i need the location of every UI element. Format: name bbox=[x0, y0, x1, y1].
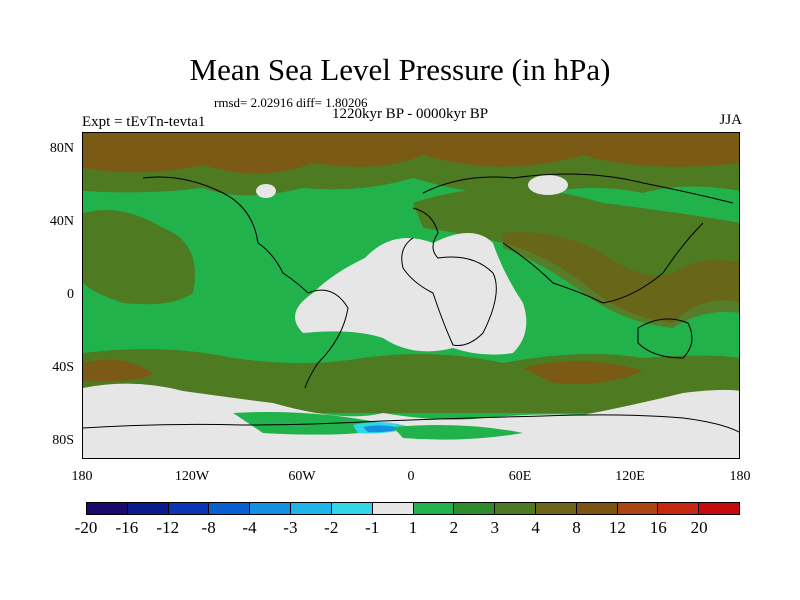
colorbar-label: 16 bbox=[649, 518, 667, 537]
season-label: JJA bbox=[719, 112, 742, 128]
colorbar-swatch bbox=[127, 503, 169, 514]
x-tick-60e: 60E bbox=[508, 469, 532, 484]
colorbar-label: -1 bbox=[365, 518, 380, 537]
pressure-field bbox=[83, 133, 739, 458]
colorbar-swatch bbox=[535, 503, 577, 514]
colorbar-swatch bbox=[87, 503, 128, 514]
colorbar-label: 2 bbox=[449, 518, 459, 537]
asia-brown-patch bbox=[503, 232, 739, 328]
colorbar-swatch bbox=[250, 503, 292, 514]
rmsd-diff-stats: rmsd= 2.02916 diff= 1.80206 bbox=[214, 95, 368, 110]
colorbar-swatch bbox=[291, 503, 332, 514]
colorbar-label: -20 bbox=[74, 518, 98, 537]
dark-blue-anomaly-weddell bbox=[363, 425, 403, 433]
south-america-coast bbox=[304, 289, 349, 389]
grey-patch-canada bbox=[256, 184, 276, 198]
colorbar-label: 20 bbox=[690, 518, 708, 537]
colorbar-swatch bbox=[495, 503, 536, 514]
colorbar-label: -3 bbox=[283, 518, 298, 537]
colorbar-label: 3 bbox=[490, 518, 500, 537]
y-tick-80s: 80S bbox=[52, 433, 74, 448]
y-tick-0: 0 bbox=[67, 287, 74, 302]
colorbar-swatch bbox=[372, 503, 414, 514]
colorbar-label: -2 bbox=[324, 518, 339, 537]
brown-patch-indian-ocean bbox=[523, 361, 643, 385]
x-tick-180e: 180 bbox=[729, 469, 751, 484]
y-tick-40n: 40N bbox=[49, 214, 74, 229]
colorbar-swatch bbox=[617, 503, 659, 514]
x-tick-60w: 60W bbox=[288, 469, 316, 484]
experiment-label: Expt = tEvTn-tevta1 bbox=[82, 114, 206, 130]
colorbar-label: -16 bbox=[115, 518, 139, 537]
map-title: Mean Sea Level Pressure (in hPa) bbox=[189, 52, 611, 87]
colorbar bbox=[86, 502, 740, 515]
colorbar-label: 8 bbox=[572, 518, 581, 537]
asia-south-coast bbox=[502, 222, 704, 304]
colorbar-label: -12 bbox=[156, 518, 180, 537]
colorbar-swatch bbox=[209, 503, 251, 514]
eurasia-north-coast bbox=[422, 173, 734, 204]
colorbar-swatch bbox=[168, 503, 210, 514]
y-tick-80n: 80N bbox=[49, 141, 74, 156]
map-plot bbox=[82, 132, 740, 459]
coastlines bbox=[83, 173, 739, 433]
colorbar-swatch bbox=[331, 503, 373, 514]
arctic-olive-region bbox=[83, 155, 739, 198]
x-tick-0: 0 bbox=[407, 469, 415, 484]
antarctic-near-zero-region bbox=[83, 383, 739, 458]
colorbar-swatch bbox=[454, 503, 496, 514]
antarctica-coast bbox=[83, 414, 739, 433]
x-tick-120e: 120E bbox=[615, 469, 645, 484]
africa-near-zero-region bbox=[295, 233, 527, 355]
brown-patch-south-pacific bbox=[83, 359, 153, 382]
colorbar-swatch bbox=[413, 503, 455, 514]
colorbar-label: -8 bbox=[201, 518, 216, 537]
africa-coast bbox=[401, 207, 497, 346]
australia-coast bbox=[637, 318, 693, 359]
colorbar-swatch bbox=[576, 503, 618, 514]
colorbar-label: -4 bbox=[242, 518, 257, 537]
x-tick-180w: 180 bbox=[71, 469, 93, 484]
y-tick-40s: 40S bbox=[52, 360, 74, 375]
period-label: 1220kyr BP - 0000kyr BP bbox=[331, 106, 489, 122]
north-pacific-olive bbox=[83, 210, 195, 305]
grey-patch-asia bbox=[528, 175, 568, 195]
colorbar-swatch bbox=[658, 503, 700, 514]
north-america-coast bbox=[142, 176, 309, 294]
colorbar-label: 1 bbox=[408, 518, 418, 537]
colorbar-label: 12 bbox=[608, 518, 626, 537]
x-tick-120w: 120W bbox=[174, 469, 210, 484]
green-patch-east-antarctic bbox=[393, 425, 523, 440]
colorbar-label: 4 bbox=[531, 518, 540, 537]
colorbar-swatch bbox=[699, 503, 739, 514]
